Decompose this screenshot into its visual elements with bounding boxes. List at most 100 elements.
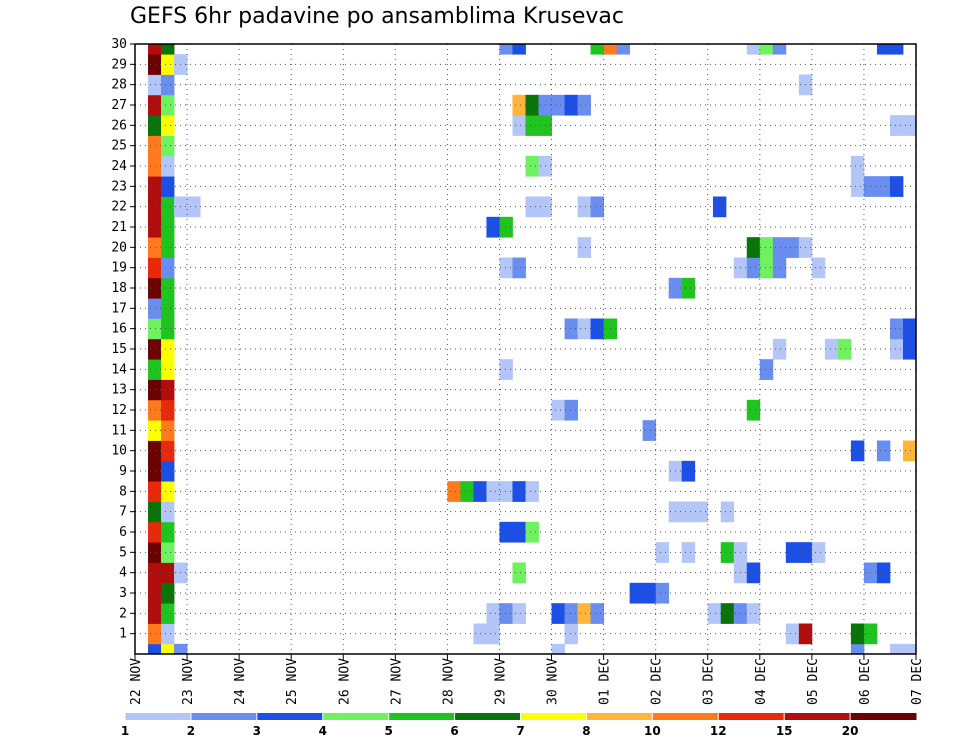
y-tick-label: 3 <box>119 586 127 601</box>
heatmap-cell <box>603 44 618 55</box>
axes-layer: 1234567891011121314151617181920212223242… <box>111 37 925 705</box>
heatmap-cell <box>499 257 513 279</box>
heatmap-cell <box>577 196 591 218</box>
heatmap-cell <box>161 115 175 136</box>
heatmap-cell <box>161 359 175 380</box>
y-tick-label: 10 <box>111 444 127 459</box>
heatmap-cell <box>720 501 735 523</box>
y-tick-label: 21 <box>111 220 127 235</box>
heatmap-cell <box>629 582 644 604</box>
y-tick-label: 5 <box>119 545 127 560</box>
heatmap-cell <box>161 318 175 340</box>
y-tick-label: 30 <box>111 37 127 52</box>
heatmap-cell <box>772 237 787 258</box>
y-tick-label: 24 <box>111 159 127 174</box>
heatmap-cell <box>148 257 162 279</box>
heatmap-cell <box>161 257 175 279</box>
y-tick-label: 2 <box>119 606 127 621</box>
heatmap-cell <box>525 196 539 218</box>
colorbar-label: 4 <box>319 724 327 738</box>
heatmap-cell <box>577 237 591 258</box>
heatmap-cell <box>850 623 865 645</box>
heatmap-cell <box>850 155 865 177</box>
x-tick-label: 30 NOV <box>546 658 561 705</box>
heatmap-cell <box>772 338 787 360</box>
heatmap-cell <box>161 562 175 584</box>
heatmap-cell <box>681 542 696 563</box>
colorbar-label: 10 <box>644 724 661 738</box>
heatmap-cell <box>551 603 565 624</box>
heatmap-cell <box>902 440 917 462</box>
heatmap-cell <box>590 603 604 624</box>
heatmap-cell <box>512 603 526 624</box>
y-tick-label: 18 <box>111 281 127 296</box>
heatmap-cell <box>876 44 891 55</box>
heatmap-cell <box>551 399 565 421</box>
heatmap-cell <box>811 257 826 279</box>
heatmap-cell <box>161 460 175 482</box>
heatmap-cell <box>161 54 175 75</box>
x-tick-label: 03 DEC <box>702 658 717 705</box>
heatmap-cell <box>148 603 162 624</box>
heatmap-cell <box>161 338 175 360</box>
heatmap-cell <box>148 501 162 523</box>
heatmap-cell <box>889 176 904 197</box>
heatmap-cell <box>889 318 904 340</box>
heatmap-cell <box>148 318 162 340</box>
heatmap-cell <box>460 481 474 502</box>
y-tick-label: 28 <box>111 78 127 93</box>
heatmap-cell <box>876 176 891 197</box>
heatmap-cell <box>564 318 578 340</box>
x-tick-label: 07 DEC <box>910 658 925 705</box>
heatmap-cell <box>772 257 787 279</box>
heatmap-cell <box>161 135 175 157</box>
x-tick-label: 22 NOV <box>129 658 144 705</box>
heatmap-cell <box>564 399 578 421</box>
colorbar-segment <box>322 713 390 720</box>
heatmap-cell <box>486 216 500 238</box>
heatmap-cell <box>148 542 162 563</box>
colorbar-label: 6 <box>450 724 458 738</box>
heatmap-cell <box>148 481 162 502</box>
y-tick-label: 23 <box>111 179 127 194</box>
heatmap-cell <box>499 44 513 55</box>
heatmap-cell <box>161 440 175 462</box>
colorbar-label: 7 <box>516 724 524 738</box>
heatmap-cell <box>148 176 162 197</box>
heatmap-cell <box>746 562 761 584</box>
heatmap-cell <box>512 44 526 55</box>
heatmap-cell <box>837 338 852 360</box>
heatmap-cell <box>148 562 162 584</box>
y-tick-label: 1 <box>119 627 127 642</box>
heatmap-cell <box>785 237 800 258</box>
heatmap-cell <box>187 196 201 218</box>
heatmap-cell <box>161 44 175 55</box>
heatmap-cell <box>486 623 500 645</box>
heatmap-cell <box>148 420 162 441</box>
x-tick-label: 01 DEC <box>598 658 613 705</box>
y-tick-label: 20 <box>111 240 127 255</box>
heatmap-cell <box>590 44 604 55</box>
colorbar-label: 1 <box>121 724 129 738</box>
heatmap-cell <box>902 643 917 655</box>
y-tick-label: 15 <box>111 342 127 357</box>
colorbar-label: 5 <box>384 724 392 738</box>
heatmap-cell <box>577 94 591 116</box>
heatmap-cell <box>161 582 175 604</box>
heatmap-cell <box>564 623 578 645</box>
heatmap-cell <box>746 399 761 421</box>
x-tick-label: 26 NOV <box>337 658 352 705</box>
y-tick-label: 22 <box>111 200 127 215</box>
heatmap-cell <box>148 338 162 360</box>
y-tick-label: 4 <box>119 566 127 581</box>
x-tick-label: 23 NOV <box>181 658 196 705</box>
heatmap-cell <box>161 521 175 543</box>
heatmap-cell <box>499 603 513 624</box>
y-tick-label: 11 <box>111 423 127 438</box>
heatmap-cell <box>512 481 526 502</box>
heatmap-cell <box>148 135 162 157</box>
heatmap-cell <box>161 94 175 116</box>
colorbar-segment <box>784 713 851 720</box>
heatmap-cell <box>655 582 670 604</box>
heatmap-cell <box>148 440 162 462</box>
